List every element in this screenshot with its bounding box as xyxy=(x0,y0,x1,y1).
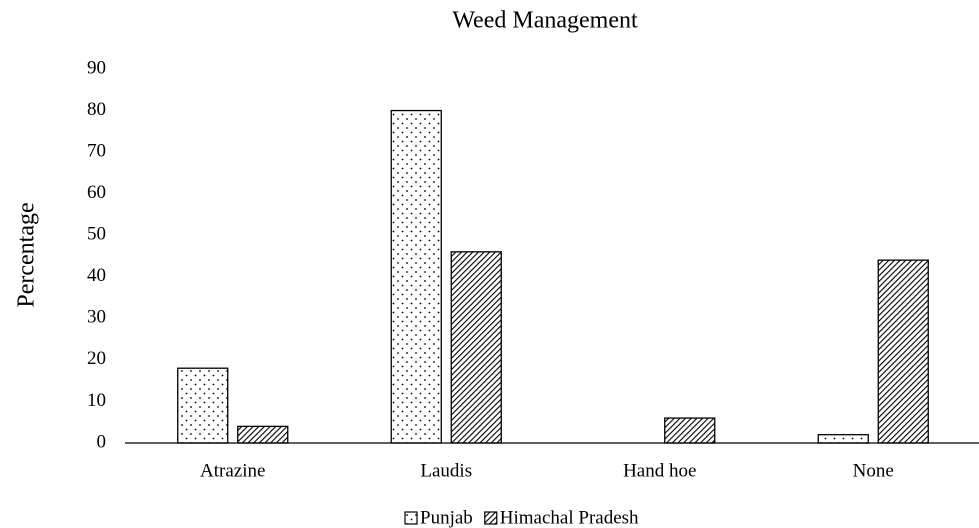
y-tick-label: 10 xyxy=(87,390,106,411)
x-tick-label: Laudis xyxy=(420,460,472,481)
bar xyxy=(177,367,229,444)
x-tick-label: Atrazine xyxy=(200,460,265,481)
bar xyxy=(390,109,442,444)
y-tick-label: 40 xyxy=(87,265,106,286)
chart-title: Weed Management xyxy=(452,8,638,34)
bar xyxy=(237,425,289,444)
legend-swatch xyxy=(484,511,498,525)
legend-swatch xyxy=(404,511,418,525)
x-tick-label: None xyxy=(853,460,894,481)
y-tick-label: 60 xyxy=(87,182,106,203)
legend-label: Punjab xyxy=(420,507,473,528)
bar xyxy=(450,251,502,444)
y-tick-label: 70 xyxy=(87,140,106,161)
bar xyxy=(877,259,929,444)
y-tick-label: 20 xyxy=(87,348,106,369)
y-tick-label: 30 xyxy=(87,307,106,328)
bar xyxy=(664,417,716,444)
x-tick-label: Hand hoe xyxy=(623,460,696,481)
y-tick-label: 90 xyxy=(87,57,106,78)
legend-label: Himachal Pradesh xyxy=(500,507,639,528)
y-axis-label: Percentage xyxy=(14,202,40,307)
y-tick-label: 50 xyxy=(87,224,106,245)
bar xyxy=(817,434,869,444)
y-tick-label: 0 xyxy=(97,431,107,452)
y-tick-label: 80 xyxy=(87,99,106,120)
